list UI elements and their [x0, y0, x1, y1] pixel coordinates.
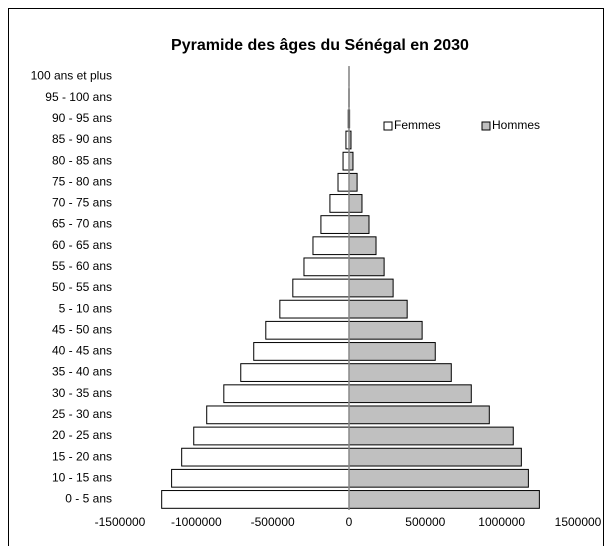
- bar: [337, 172, 350, 192]
- bar: [348, 447, 522, 467]
- bar: [348, 299, 408, 319]
- bar: [329, 194, 350, 213]
- bar: [223, 384, 350, 404]
- y-tick-label: 25 - 30 ans: [52, 407, 112, 421]
- y-tick-label: 30 - 35 ans: [52, 386, 112, 400]
- y-tick-label: 80 - 85 ans: [52, 153, 112, 167]
- y-tick-label: 70 - 75 ans: [52, 196, 112, 210]
- y-tick-label: 50 - 55 ans: [52, 280, 112, 294]
- bar: [303, 257, 350, 277]
- y-tick-label: 45 - 50 ans: [52, 322, 112, 336]
- bar: [312, 236, 350, 256]
- y-tick-label: 100 ans et plus: [31, 69, 112, 83]
- bar: [348, 320, 423, 340]
- bar: [348, 363, 452, 382]
- y-tick-label: 65 - 70 ans: [52, 217, 112, 231]
- bar: [253, 342, 350, 361]
- bar: [348, 384, 472, 404]
- bar: [240, 363, 350, 382]
- chart-title: Pyramide des âges du Sénégal en 2030: [171, 37, 469, 54]
- y-tick-label: 20 - 25 ans: [52, 428, 112, 442]
- y-tick-label: 90 - 95 ans: [52, 111, 112, 125]
- bar: [171, 468, 350, 488]
- bar: [348, 342, 436, 361]
- bar: [348, 278, 394, 298]
- y-tick-label: 0 - 5 ans: [65, 492, 112, 506]
- x-tick-label: -500000: [251, 515, 295, 529]
- bar: [279, 299, 350, 319]
- legend-label: Femmes: [394, 118, 441, 132]
- x-tick-label: 0: [346, 515, 353, 529]
- bar: [348, 490, 540, 509]
- y-tick-label: 85 - 90 ans: [52, 132, 112, 146]
- y-tick-label: 5 - 10 ans: [59, 301, 112, 315]
- y-tick-label: 10 - 15 ans: [52, 470, 112, 484]
- bar: [342, 151, 350, 171]
- bar: [348, 215, 370, 234]
- y-tick-label: 60 - 65 ans: [52, 238, 112, 252]
- y-tick-label: 75 - 80 ans: [52, 174, 112, 188]
- bar: [348, 405, 490, 425]
- bar: [348, 236, 377, 256]
- legend-label: Hommes: [492, 118, 540, 132]
- x-tick-label: -1000000: [171, 515, 222, 529]
- bar: [348, 172, 358, 192]
- y-tick-label: 55 - 60 ans: [52, 259, 112, 273]
- bar: [181, 447, 350, 467]
- y-tick-label: 15 - 20 ans: [52, 449, 112, 463]
- bar: [348, 194, 363, 213]
- x-tick-label: -1500000: [95, 515, 146, 529]
- legend-swatch: [481, 121, 491, 131]
- bar: [206, 405, 350, 425]
- bar: [348, 426, 514, 446]
- bar: [265, 320, 350, 340]
- legend-swatch: [383, 121, 393, 131]
- bar: [161, 490, 350, 509]
- y-tick-label: 95 - 100 ans: [45, 90, 112, 104]
- bar: [320, 215, 350, 234]
- bar: [193, 426, 350, 446]
- y-tick-label: 35 - 40 ans: [52, 365, 112, 379]
- x-tick-label: 500000: [405, 515, 445, 529]
- x-tick-label: 1000000: [478, 515, 525, 529]
- x-tick-label: 1500000: [555, 515, 602, 529]
- bar: [348, 257, 385, 277]
- bar: [348, 468, 529, 488]
- y-tick-label: 40 - 45 ans: [52, 344, 112, 358]
- bar: [292, 278, 350, 298]
